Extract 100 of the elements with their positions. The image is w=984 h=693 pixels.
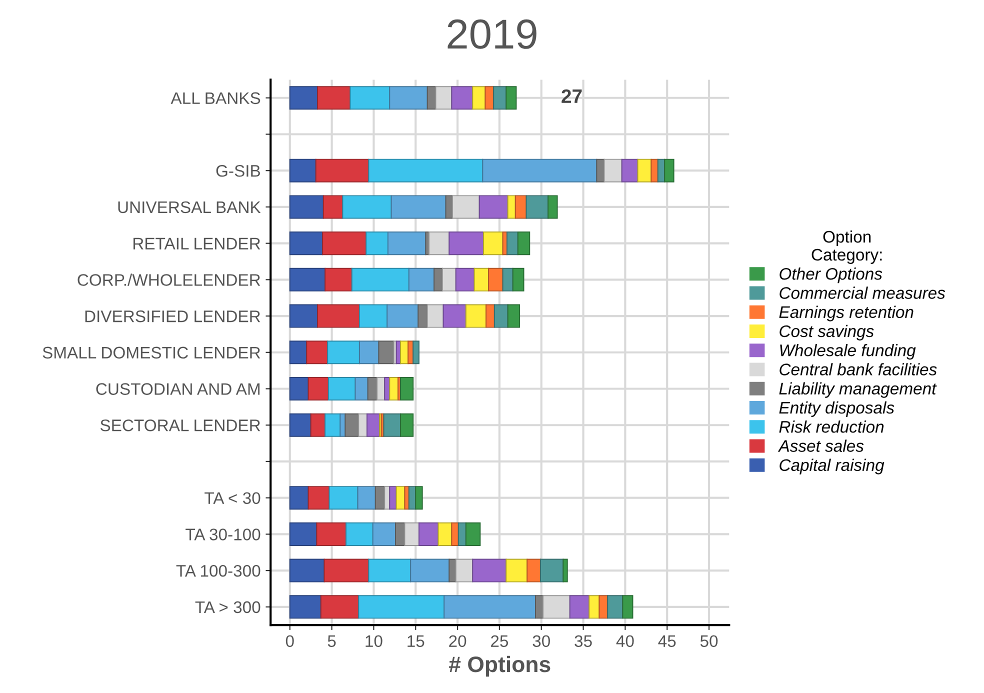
- bar: [308, 376, 329, 401]
- bar: [400, 376, 414, 401]
- bar: [562, 558, 568, 582]
- bar: [483, 232, 504, 256]
- legend-label: Cost savings: [780, 324, 874, 340]
- bar: [472, 86, 486, 110]
- y-tick-label: RETAIL LENDER: [134, 238, 260, 250]
- bar: [289, 268, 326, 292]
- y-tick-label: ALL BANKS: [170, 92, 260, 104]
- bar: [310, 413, 326, 437]
- legend-label: Earnings retention: [779, 306, 914, 322]
- x-tick-label: 40: [616, 635, 634, 648]
- bar: [448, 232, 484, 256]
- y-tick-label: DIVERSIFIED LENDER: [85, 310, 260, 322]
- chart-title: 2019: [448, 19, 536, 49]
- bar: [484, 86, 494, 110]
- bar: [317, 86, 351, 110]
- bar: [442, 268, 456, 292]
- bar: [465, 522, 481, 546]
- x-tick-label: 35: [574, 635, 592, 648]
- bar: [386, 304, 419, 328]
- x-tick-label: 20: [449, 635, 466, 648]
- bar: [389, 86, 428, 110]
- bar: [517, 232, 530, 256]
- bar: [322, 195, 344, 219]
- bar: [387, 232, 426, 256]
- legend-label: Entity disposals: [779, 401, 894, 417]
- bar: [478, 195, 508, 219]
- bar: [588, 595, 600, 619]
- y-tick-label: CUSTODIAN AND AM: [96, 383, 260, 395]
- bar: [598, 595, 608, 619]
- bar: [289, 376, 309, 401]
- bar: [316, 522, 347, 546]
- bar: [327, 340, 360, 364]
- bar: [486, 304, 495, 328]
- bar: [383, 413, 402, 437]
- x-tick-label: 10: [366, 635, 382, 648]
- y-tick-label: SECTORAL LENDER: [100, 420, 260, 432]
- bar: [415, 486, 423, 510]
- annotation: 27: [562, 89, 582, 103]
- bar: [315, 158, 370, 182]
- bar: [390, 195, 446, 219]
- bar: [358, 595, 445, 619]
- bar: [494, 304, 508, 328]
- y-tick-label: UNIVERSAL BANK: [118, 201, 261, 214]
- bar: [474, 268, 490, 292]
- legend-label: Asset sales: [778, 440, 864, 452]
- bar: [426, 86, 436, 110]
- bar: [389, 376, 399, 401]
- bar: [465, 304, 487, 328]
- bar: [418, 522, 439, 546]
- bar: [482, 158, 598, 182]
- bar: [357, 486, 376, 510]
- bar: [358, 413, 368, 437]
- bar: [358, 304, 388, 328]
- bar: [451, 86, 474, 110]
- bar: [502, 268, 514, 292]
- bar: [506, 558, 528, 582]
- bar: [506, 232, 518, 256]
- bar: [650, 158, 658, 182]
- bar: [542, 595, 570, 619]
- x-tick-label: 30: [532, 635, 550, 648]
- bar: [435, 86, 452, 110]
- bar: [324, 268, 352, 292]
- bar: [444, 595, 536, 619]
- bar: [289, 232, 324, 256]
- legend-label: Wholesale funding: [780, 344, 916, 360]
- legend-label: Central bank facilities: [780, 363, 937, 376]
- bar: [289, 158, 316, 182]
- bar: [637, 158, 652, 182]
- x-tick-label: 25: [491, 635, 508, 648]
- legend-label: Liability management: [779, 382, 937, 398]
- bar: [596, 158, 605, 182]
- bar: [289, 304, 318, 328]
- bar: [514, 195, 527, 219]
- bar: [289, 558, 325, 582]
- y-tick-label: SMALL DOMESTIC LENDER: [42, 346, 260, 359]
- bar: [324, 558, 370, 582]
- bar: [289, 413, 312, 437]
- x-tick-label: 50: [700, 635, 718, 648]
- bar: [472, 558, 507, 582]
- legend-label: Capital raising: [780, 458, 884, 474]
- bar: [604, 158, 622, 182]
- bar: [412, 340, 420, 364]
- legend-label: Risk reduction: [779, 420, 884, 433]
- bar: [289, 86, 318, 110]
- bar: [289, 195, 324, 219]
- bar: [400, 413, 414, 437]
- bar: [506, 86, 517, 110]
- bar: [493, 86, 507, 110]
- bar: [328, 376, 356, 401]
- bar: [289, 522, 318, 546]
- y-tick-label: TA 30-100: [186, 528, 260, 540]
- bar: [410, 558, 450, 582]
- bar: [324, 413, 341, 437]
- bar: [434, 268, 443, 292]
- bar: [569, 595, 590, 619]
- bar: [289, 595, 322, 619]
- bar: [540, 558, 564, 582]
- bar: [317, 304, 360, 328]
